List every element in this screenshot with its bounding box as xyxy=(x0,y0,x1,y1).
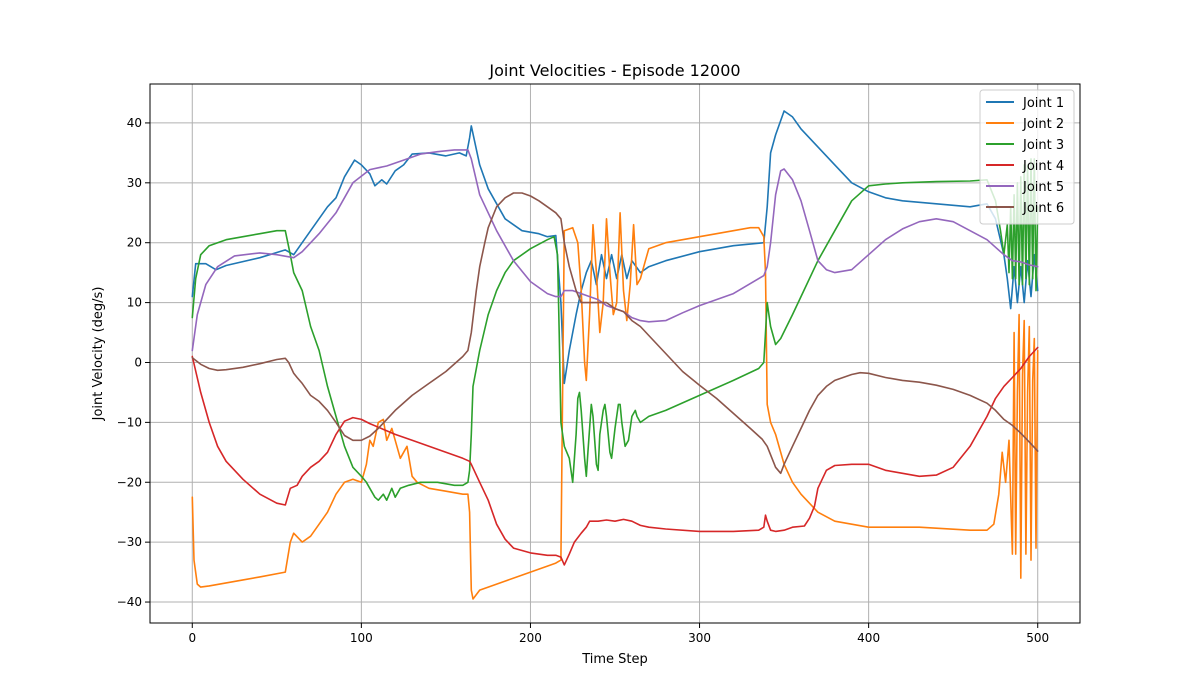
x-axis-label: Time Step xyxy=(581,652,648,667)
y-axis: −40 −30 −20 −10 0 10 20 30 40 xyxy=(117,116,150,609)
legend-label-joint-1: Joint 1 xyxy=(1022,96,1064,111)
y-tick-label: −30 xyxy=(117,535,142,549)
series-line-joint-2 xyxy=(191,212,1039,600)
x-axis: 0 100 200 300 400 500 xyxy=(188,623,1049,645)
x-tick-label: 400 xyxy=(857,631,880,645)
plot-frame xyxy=(149,83,1081,624)
y-axis-label: Joint Velocity (deg/s) xyxy=(91,287,106,422)
legend-label-joint-4: Joint 4 xyxy=(1022,159,1064,174)
legend-label-joint-3: Joint 3 xyxy=(1022,138,1064,153)
series-line-joint-3 xyxy=(191,158,1039,501)
y-tick-label: 0 xyxy=(134,355,142,369)
series-line-joint-1 xyxy=(191,110,1039,385)
legend-label-joint-6: Joint 6 xyxy=(1022,201,1064,216)
plot-area xyxy=(150,84,1080,623)
x-tick-label: 100 xyxy=(350,631,373,645)
series-group xyxy=(191,110,1039,600)
y-tick-label: 40 xyxy=(127,116,142,130)
y-tick-label: −20 xyxy=(117,475,142,489)
y-tick-label: 20 xyxy=(127,236,142,250)
x-tick-label: 0 xyxy=(188,631,196,645)
y-tick-label: 30 xyxy=(127,176,142,190)
legend: Joint 1 Joint 2 Joint 3 Joint 4 Joint 5 Joint… xyxy=(979,89,1075,225)
legend-label-joint-2: Joint 2 xyxy=(1022,117,1064,132)
legend-label-joint-5: Joint 5 xyxy=(1022,180,1064,195)
chart-title: Joint Velocities - Episode 12000 xyxy=(488,61,740,80)
x-tick-label: 500 xyxy=(1026,631,1049,645)
series-line-joint-6 xyxy=(191,192,1039,475)
x-tick-label: 200 xyxy=(519,631,542,645)
y-tick-label: −40 xyxy=(117,595,142,609)
y-tick-label: 10 xyxy=(127,296,142,310)
x-tick-label: 300 xyxy=(688,631,711,645)
y-tick-label: −10 xyxy=(117,415,142,429)
series-line-joint-4 xyxy=(191,346,1039,566)
